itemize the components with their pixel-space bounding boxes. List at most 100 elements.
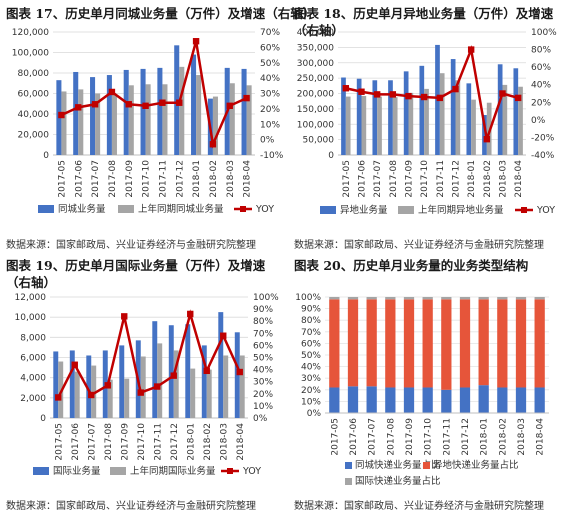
stacked-bar-segment [329,297,340,300]
x-tick-label: 2018-03 [499,160,509,198]
x-tick-label: 2017-11 [436,160,446,198]
bar-current [157,67,163,155]
legend-marker-yoy [240,206,246,212]
legend-marker-yoy [227,468,233,474]
y-tick-label: 150,000 [297,105,334,115]
yoy-marker [187,310,194,318]
y-tick-label: 100% [295,293,321,303]
y-tick-label: 8,000 [20,333,46,343]
stacked-bar-segment [347,299,359,387]
x-tick-label: 2017-06 [71,423,81,461]
bar-prior [140,356,146,418]
yoy-marker [483,135,491,143]
bar-prior [229,83,235,155]
x-tick-label: 2018-02 [483,160,493,198]
y2-tick-label: 60% [531,63,551,73]
x-tick-label: 2017-05 [57,160,67,198]
stacked-bar-segment [422,297,433,300]
bar-prior [223,355,229,418]
y2-tick-label: 70% [253,329,273,339]
bar-current [241,68,247,155]
y2-tick-label: 20% [531,98,551,108]
y-tick-label: 250,000 [297,74,334,84]
bar-prior [91,365,97,418]
bar-prior [408,92,414,155]
bar-prior [95,93,101,155]
yoy-marker [452,85,459,93]
y-tick-label: 200,000 [297,90,334,100]
stacked-bar-segment [459,387,471,413]
x-tick-label: 2017-08 [389,160,399,198]
y-tick-label: 10,000 [15,313,47,323]
x-tick-label: 2017-07 [373,160,383,198]
y-tick-label: 100,000 [297,120,334,130]
x-tick-label: 2017-12 [461,418,471,456]
y2-tick-label: 40% [260,74,280,84]
yoy-marker [88,391,95,399]
legend-label-yoy: YOY [255,204,274,215]
y2-tick-label: 80% [531,46,551,56]
x-tick-label: 2018-01 [480,418,490,456]
y2-tick-label: 20% [260,105,280,115]
yoy-marker [104,382,111,389]
y2-tick-label: 30% [253,378,273,388]
legend-marker-yoy [521,207,527,213]
legend-swatch-current [320,206,336,214]
y-tick-label: 90% [301,305,321,315]
yoy-marker [220,332,227,339]
x-tick-label: 2017-09 [405,160,415,198]
stacked-bar-segment [441,389,452,413]
x-tick-label: 2017-11 [153,423,163,461]
stacked-bar-segment [515,297,527,300]
x-tick-label: 2018-02 [498,418,508,456]
x-tick-label: 2018-01 [186,423,196,461]
yoy-marker [420,93,428,101]
yoy-marker [226,102,233,109]
bar-current [140,68,146,155]
y2-tick-label: -10% [260,151,284,161]
x-tick-label: 2017-12 [175,160,185,198]
stacked-bar-segment [534,297,545,300]
bar-current [403,71,409,155]
y2-tick-label: 10% [260,120,280,130]
x-tick-label: 2018-02 [203,423,213,461]
x-tick-label: 2017-10 [142,160,152,198]
bar-prior [111,94,117,155]
chart-18-title: 图表 18、历史单月异地业务量（万件）及增速（右轴） [294,6,554,38]
x-tick-label: 2017-10 [420,160,430,198]
bar-prior [157,343,163,418]
bar-current [106,75,112,155]
yoy-marker [71,361,78,368]
stacked-bar-segment [403,387,415,413]
stacked-bar-segment [347,386,359,413]
yoy-marker [243,94,250,102]
bar-prior [206,369,212,418]
bar-prior [128,85,134,155]
bar-prior [162,84,168,155]
x-tick-label: 2017-07 [91,160,101,198]
y-tick-label: 2,000 [20,394,46,404]
legend-label-prior: 上年同期国际业务量 [130,465,216,477]
bar-current [191,54,197,155]
bar-current [86,355,92,418]
y2-tick-label: 0% [531,116,546,126]
x-tick-label: 2017-07 [368,418,378,456]
y-tick-label: 0% [307,409,322,419]
legend-label-prior: 上年同期同城业务量 [138,203,224,215]
bar-current [218,312,224,418]
y-tick-label: 20% [301,386,321,396]
legend-swatch [345,478,352,485]
yoy-marker [108,88,116,96]
legend-swatch [345,462,352,469]
bar-prior [61,91,67,155]
bar-current [372,80,378,155]
legend-label-current: 同城业务量 [58,203,106,215]
stacked-bar-segment [459,299,471,388]
bar-prior [196,75,202,155]
stacked-bar-segment [329,299,340,388]
x-tick-label: 2017-06 [349,418,359,456]
stacked-bar-segment [478,385,489,413]
yoy-line [60,40,248,149]
y-tick-label: 300,000 [297,59,334,69]
y-tick-label: 4,000 [20,374,46,384]
